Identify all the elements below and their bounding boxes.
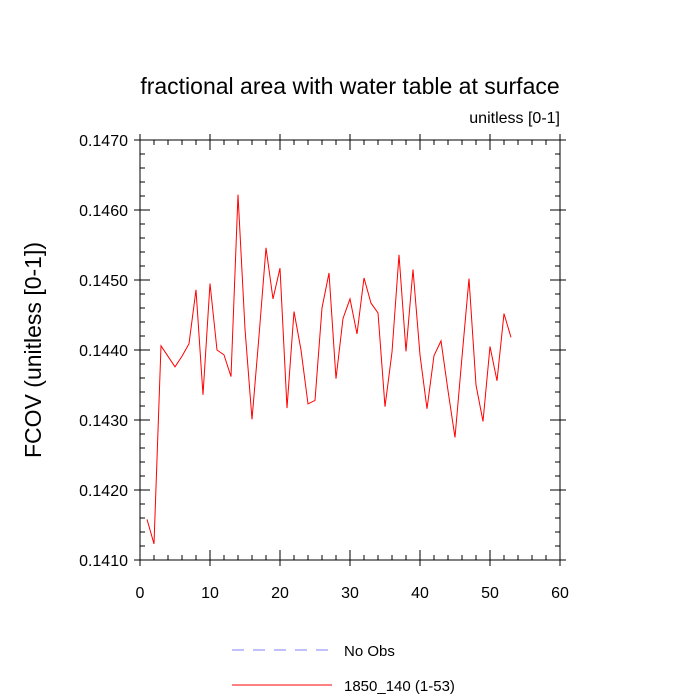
y-tick-label: 0.1470 <box>79 133 128 150</box>
y-tick-label: 0.1420 <box>79 483 128 500</box>
axis-ticks <box>134 134 566 566</box>
x-tick-label: 0 <box>136 585 145 602</box>
tick-labels: 0 10 20 30 40 50 60 0.1410 0.1420 0.1430 0.1440 0.1… <box>79 133 569 602</box>
y-tick-label: 0.1460 <box>79 203 128 220</box>
legend-label-1850-140: 1850_140 (1-53) <box>344 678 455 695</box>
y-tick-label: 0.1450 <box>79 273 128 290</box>
x-tick-label: 50 <box>481 585 499 602</box>
chart-title: fractional area with water table at surf… <box>140 73 559 99</box>
legend-label-no-obs: No Obs <box>344 643 395 660</box>
legend: No Obs 1850_140 (1-53) <box>232 643 455 695</box>
y-tick-label: 0.1440 <box>79 343 128 360</box>
y-axis-label: FCOV (unitless [0-1]) <box>20 242 46 458</box>
x-tick-label: 20 <box>271 585 289 602</box>
x-tick-label: 40 <box>411 585 429 602</box>
y-tick-label: 0.1410 <box>79 553 128 570</box>
x-tick-label: 10 <box>201 585 219 602</box>
plot-frame <box>139 139 561 561</box>
series-layer <box>146 194 512 545</box>
x-tick-label: 30 <box>341 585 359 602</box>
series-line-1 <box>146 194 512 545</box>
chart-subtitle: unitless [0-1] <box>469 110 560 127</box>
y-tick-label: 0.1430 <box>79 413 128 430</box>
x-tick-label: 60 <box>551 585 569 602</box>
